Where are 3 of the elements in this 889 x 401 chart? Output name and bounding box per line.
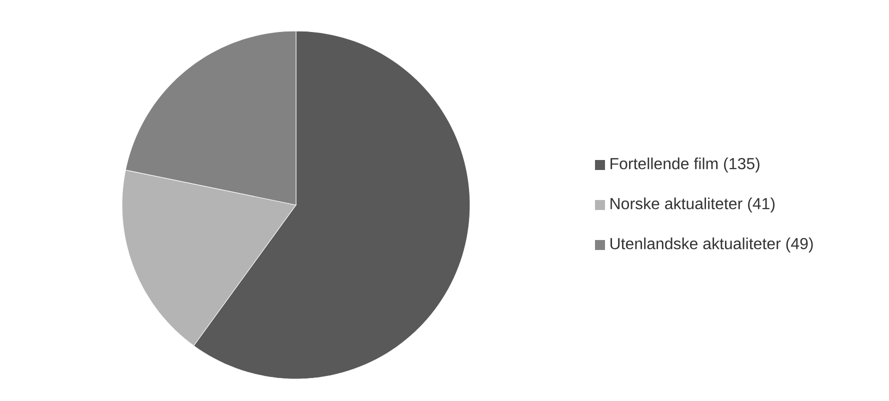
legend-label: Utenlandske aktualiteter (49) bbox=[610, 238, 813, 252]
legend-label: Norske aktualiteter (41) bbox=[610, 198, 775, 212]
legend-label: Fortellende film (135) bbox=[610, 158, 760, 172]
